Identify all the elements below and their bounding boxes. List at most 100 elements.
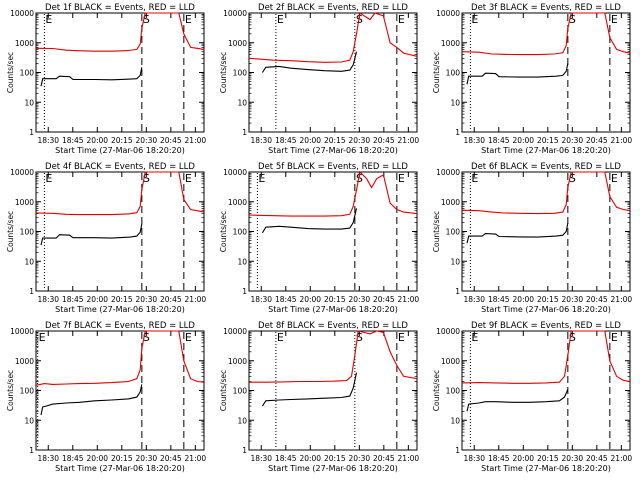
- x-tick-label: 20:00: [512, 136, 534, 145]
- y-axis-label: Counts/sec: [6, 211, 15, 252]
- x-tick-label: 21:00: [611, 454, 633, 463]
- x-tick-label: 20:15: [537, 295, 559, 304]
- marker-label: E: [611, 172, 618, 185]
- y-tick-label: 1000: [228, 39, 247, 48]
- series-lld-line: [35, 12, 205, 52]
- series-events-line: [261, 372, 358, 407]
- plot-frame: [248, 12, 418, 133]
- marker-label: S: [569, 331, 576, 344]
- panel-det-3f: Det 3f BLACK = Events, RED = LLD 1 10 100 10…: [432, 3, 632, 155]
- x-tick-label: 18:45: [275, 295, 297, 304]
- y-tick-label: 10000: [223, 9, 247, 18]
- series-lld-line: [35, 330, 205, 386]
- panel-title: Det 8f BLACK = Events, RED = LLD: [258, 321, 408, 331]
- y-tick-label: 10000: [223, 327, 247, 336]
- x-tick-label: 18:45: [62, 454, 84, 463]
- plot-frame: [35, 330, 205, 451]
- x-tick-label: 21:00: [398, 454, 420, 463]
- panel-title: Det 1f BLACK = Events, RED = LLD: [45, 3, 195, 13]
- y-tick-label: 10000: [436, 9, 460, 18]
- x-tick-label: 18:30: [463, 136, 485, 145]
- plot-frame: [461, 330, 631, 451]
- panel-det-6f: Det 6f BLACK = Events, RED = LLD 1 10 100 10…: [432, 162, 632, 314]
- y-tick-label: 10000: [10, 9, 34, 18]
- x-tick-label: 20:30: [136, 136, 158, 145]
- plot-frame: [35, 171, 205, 292]
- y-tick-label: 100: [446, 387, 461, 396]
- x-tick-label: 18:45: [62, 136, 84, 145]
- marker-label: E: [39, 331, 46, 344]
- x-tick-label: 20:45: [160, 136, 182, 145]
- panel-title: Det 4f BLACK = Events, RED = LLD: [45, 162, 195, 172]
- x-axis-label: Start Time (27-Mar-06 18:20:20): [55, 305, 185, 314]
- x-tick-label: 20:30: [349, 295, 371, 304]
- panel-title: Det 2f BLACK = Events, RED = LLD: [258, 3, 408, 13]
- x-tick-label: 18:30: [37, 136, 59, 145]
- panel-title: Det 3f BLACK = Events, RED = LLD: [471, 3, 621, 13]
- marker-label: E: [398, 331, 405, 344]
- y-axis-label: Counts/sec: [219, 211, 228, 252]
- series-events-line: [40, 384, 143, 416]
- y-tick-label: 10: [450, 257, 460, 266]
- y-axis-label: Counts/sec: [432, 52, 441, 93]
- marker-label: E: [277, 13, 284, 26]
- x-tick-label: 20:00: [299, 454, 321, 463]
- x-tick-label: 21:00: [398, 136, 420, 145]
- y-tick-label: 10: [237, 257, 247, 266]
- series-events-line: [40, 223, 143, 246]
- marker-label: E: [471, 172, 478, 185]
- y-tick-label: 10000: [10, 168, 34, 177]
- x-axis-label: Start Time (27-Mar-06 18:20:20): [481, 146, 611, 155]
- x-axis-label: Start Time (27-Mar-06 18:20:20): [268, 464, 398, 473]
- panel-det-9f: Det 9f BLACK = Events, RED = LLD 1 10 100 10…: [432, 321, 632, 473]
- x-tick-label: 20:15: [111, 454, 133, 463]
- y-tick-label: 10: [24, 257, 34, 266]
- y-tick-label: 100: [20, 69, 35, 78]
- x-tick-label: 20:45: [373, 136, 395, 145]
- y-tick-label: 100: [446, 69, 461, 78]
- y-tick-label: 1000: [15, 39, 34, 48]
- x-tick-label: 21:00: [611, 295, 633, 304]
- x-tick-label: 21:00: [185, 295, 207, 304]
- x-tick-label: 21:00: [185, 454, 207, 463]
- x-tick-label: 20:45: [586, 295, 608, 304]
- panel-det-1f: Det 1f BLACK = Events, RED = LLD 1 10 100 10…: [6, 3, 206, 155]
- x-tick-label: 20:45: [586, 136, 608, 145]
- marker-label: S: [356, 172, 363, 185]
- marker-label: E: [611, 331, 618, 344]
- series-lld-line: [461, 171, 631, 215]
- marker-label: E: [277, 331, 284, 344]
- x-tick-label: 20:00: [86, 454, 108, 463]
- marker-label: E: [471, 13, 478, 26]
- x-tick-label: 18:30: [250, 136, 272, 145]
- y-tick-label: 1: [242, 287, 247, 296]
- y-tick-label: 100: [233, 228, 248, 237]
- x-tick-label: 18:45: [275, 136, 297, 145]
- series-lld-line: [35, 171, 205, 216]
- x-tick-label: 18:30: [37, 295, 59, 304]
- y-tick-label: 1: [455, 287, 460, 296]
- marker-label: S: [143, 13, 150, 26]
- series-events-line: [261, 208, 358, 234]
- marker-label: E: [185, 172, 192, 185]
- plot-frame: [461, 171, 631, 292]
- y-tick-label: 10000: [223, 168, 247, 177]
- x-tick-label: 20:15: [111, 295, 133, 304]
- y-tick-label: 1: [29, 287, 34, 296]
- series-lld-line: [461, 330, 631, 384]
- y-tick-label: 10000: [436, 168, 460, 177]
- marker-label: E: [45, 13, 52, 26]
- panel-det-8f: Det 8f BLACK = Events, RED = LLD 1 10 100 10…: [219, 321, 419, 473]
- x-tick-label: 20:15: [324, 136, 346, 145]
- y-tick-label: 1000: [15, 198, 34, 207]
- x-tick-label: 20:00: [299, 295, 321, 304]
- panel-title: Det 9f BLACK = Events, RED = LLD: [471, 321, 621, 331]
- x-tick-label: 18:30: [37, 454, 59, 463]
- x-tick-label: 20:00: [86, 295, 108, 304]
- series-lld-line: [461, 12, 631, 56]
- panel-det-4f: Det 4f BLACK = Events, RED = LLD 1 10 100 10…: [6, 162, 206, 314]
- x-axis-label: Start Time (27-Mar-06 18:20:20): [268, 146, 398, 155]
- y-tick-label: 10: [24, 416, 34, 425]
- y-tick-label: 100: [20, 228, 35, 237]
- x-tick-label: 20:45: [373, 295, 395, 304]
